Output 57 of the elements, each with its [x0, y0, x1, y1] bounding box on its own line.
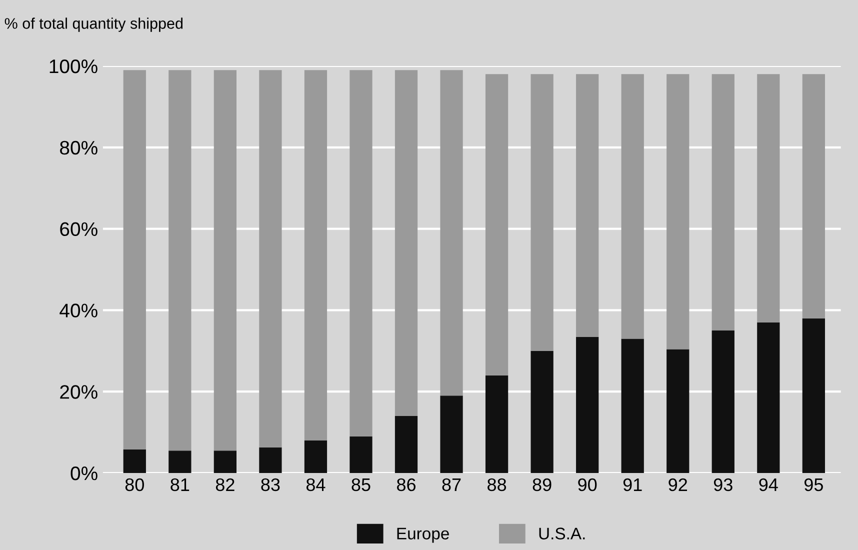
y-axis-title: % of total quantity shipped [4, 18, 183, 32]
bar [576, 337, 599, 473]
x-tick-label: 91 [623, 478, 642, 492]
x-tick-label: 88 [488, 478, 506, 492]
bar [666, 74, 690, 350]
legend-label: Europe [397, 528, 449, 543]
x-tick-label: 95 [804, 478, 823, 492]
x-tick-label: 86 [397, 478, 416, 492]
bar [485, 74, 508, 376]
bar [666, 349, 690, 473]
bar [621, 338, 644, 473]
y-tick-label: 100% [50, 59, 98, 74]
y-tick-label: 60% [60, 222, 98, 236]
x-tick-label: 82 [216, 478, 234, 492]
y-tick-label: 80% [60, 140, 98, 155]
bar [757, 74, 780, 322]
x-tick-label: 92 [668, 478, 688, 492]
bar [259, 70, 282, 448]
bar [757, 322, 780, 473]
x-tick-label: 80 [125, 478, 144, 492]
y-tick-label: 40% [60, 304, 98, 318]
y-tick-label: 20% [60, 385, 98, 399]
bar [530, 350, 554, 473]
bar [802, 318, 825, 473]
bar [123, 70, 146, 450]
x-tick-label: 85 [352, 478, 370, 492]
x-tick-label: 83 [261, 478, 280, 492]
bar [304, 440, 328, 473]
bar [304, 70, 328, 440]
x-tick-label: 87 [442, 478, 461, 492]
bar [214, 70, 237, 451]
bar [123, 449, 146, 473]
bar [530, 74, 554, 351]
bar [350, 70, 372, 436]
x-tick-label: 81 [170, 478, 190, 492]
x-tick-label: 90 [578, 478, 597, 492]
bar [168, 70, 192, 451]
bar [440, 70, 463, 396]
bar [394, 70, 418, 416]
x-tick-label: 89 [532, 478, 552, 492]
bar [576, 74, 599, 338]
legend-label: U.S.A. [539, 528, 585, 540]
bar [440, 396, 463, 473]
bar [168, 450, 192, 473]
bar [259, 447, 282, 473]
bar [485, 375, 508, 473]
bar [214, 450, 237, 473]
bar [621, 74, 644, 339]
y-tick-label: 0% [70, 466, 98, 480]
x-tick-label: 94 [759, 478, 778, 492]
bar [712, 330, 734, 473]
x-tick-label: 93 [714, 478, 732, 492]
x-tick-label: 84 [306, 478, 326, 492]
bar [712, 74, 734, 331]
bar [802, 74, 825, 318]
bar [350, 436, 372, 473]
bar [394, 416, 418, 473]
